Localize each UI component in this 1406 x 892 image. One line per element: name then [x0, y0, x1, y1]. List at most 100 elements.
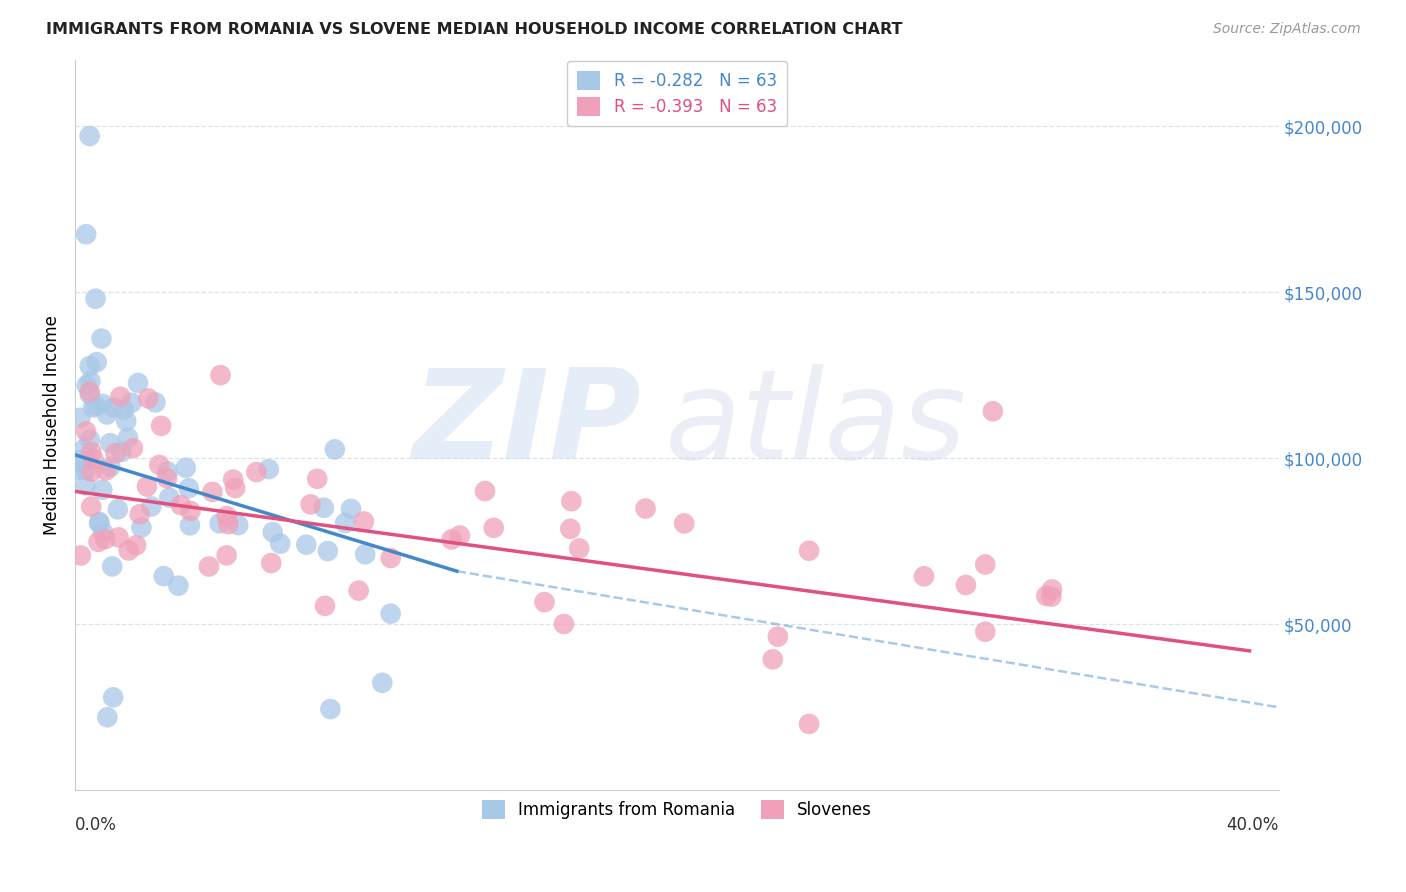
Point: [568, 541, 591, 556]
Point: [323, 442, 346, 457]
Text: ZIP: ZIP: [412, 365, 641, 485]
Point: [347, 583, 370, 598]
Point: [79, 384, 101, 399]
Point: [87, 534, 110, 549]
Point: [262, 525, 284, 540]
Point: [226, 518, 249, 533]
Point: [79, 359, 101, 373]
Point: [314, 599, 336, 613]
Point: [335, 516, 357, 530]
Point: [1040, 590, 1063, 604]
Point: [1035, 589, 1057, 603]
Point: [316, 544, 339, 558]
Point: [152, 569, 174, 583]
Point: [98, 459, 121, 474]
Point: [90, 332, 112, 346]
Point: [115, 414, 138, 428]
Point: [87, 516, 110, 531]
Point: [797, 543, 820, 558]
Text: 0.0%: 0.0%: [75, 816, 117, 834]
Point: [449, 528, 471, 542]
Point: [75, 425, 97, 439]
Point: [101, 690, 124, 705]
Point: [257, 462, 280, 476]
Legend: Immigrants from Romania, Slovenes: Immigrants from Romania, Slovenes: [475, 793, 879, 826]
Point: [121, 396, 143, 410]
Point: [103, 401, 125, 415]
Point: [96, 408, 118, 422]
Point: [89, 515, 111, 529]
Point: [79, 433, 101, 447]
Point: [82, 401, 104, 415]
Point: [299, 497, 322, 511]
Text: 40.0%: 40.0%: [1226, 816, 1279, 834]
Point: [107, 502, 129, 516]
Point: [319, 702, 342, 716]
Point: [86, 355, 108, 369]
Point: [127, 376, 149, 390]
Point: [84, 399, 107, 413]
Point: [553, 617, 575, 632]
Point: [157, 491, 180, 505]
Point: [380, 607, 402, 621]
Point: [533, 595, 555, 609]
Point: [340, 501, 363, 516]
Point: [974, 558, 997, 572]
Point: [295, 538, 318, 552]
Point: [222, 473, 245, 487]
Point: [174, 460, 197, 475]
Point: [170, 498, 193, 512]
Point: [138, 392, 160, 406]
Point: [79, 128, 101, 143]
Point: [156, 465, 179, 479]
Point: [180, 504, 202, 518]
Point: [148, 458, 170, 472]
Point: [75, 227, 97, 242]
Point: [76, 378, 98, 392]
Point: [269, 536, 291, 550]
Point: [673, 516, 696, 531]
Point: [156, 471, 179, 485]
Point: [117, 431, 139, 445]
Point: [73, 442, 96, 456]
Point: [307, 472, 329, 486]
Point: [101, 559, 124, 574]
Point: [560, 522, 582, 536]
Point: [981, 404, 1004, 418]
Point: [136, 479, 159, 493]
Point: [104, 446, 127, 460]
Point: [94, 463, 117, 477]
Point: [797, 717, 820, 731]
Point: [110, 445, 132, 459]
Point: [440, 533, 463, 547]
Point: [312, 500, 335, 515]
Point: [91, 397, 114, 411]
Point: [371, 675, 394, 690]
Point: [245, 465, 267, 479]
Point: [1040, 582, 1063, 597]
Point: [912, 569, 935, 583]
Point: [73, 456, 96, 470]
Point: [179, 518, 201, 533]
Point: [122, 441, 145, 455]
Text: atlas: atlas: [665, 365, 967, 485]
Point: [260, 556, 283, 570]
Point: [67, 463, 90, 477]
Point: [354, 547, 377, 561]
Point: [198, 559, 221, 574]
Point: [762, 652, 785, 666]
Point: [80, 465, 103, 479]
Point: [91, 525, 114, 540]
Point: [217, 517, 239, 532]
Point: [145, 395, 167, 409]
Point: [117, 543, 139, 558]
Point: [482, 521, 505, 535]
Point: [79, 374, 101, 388]
Point: [69, 549, 91, 563]
Point: [80, 500, 103, 514]
Text: Source: ZipAtlas.com: Source: ZipAtlas.com: [1213, 22, 1361, 37]
Point: [131, 520, 153, 534]
Point: [94, 532, 117, 546]
Point: [353, 515, 375, 529]
Point: [974, 624, 997, 639]
